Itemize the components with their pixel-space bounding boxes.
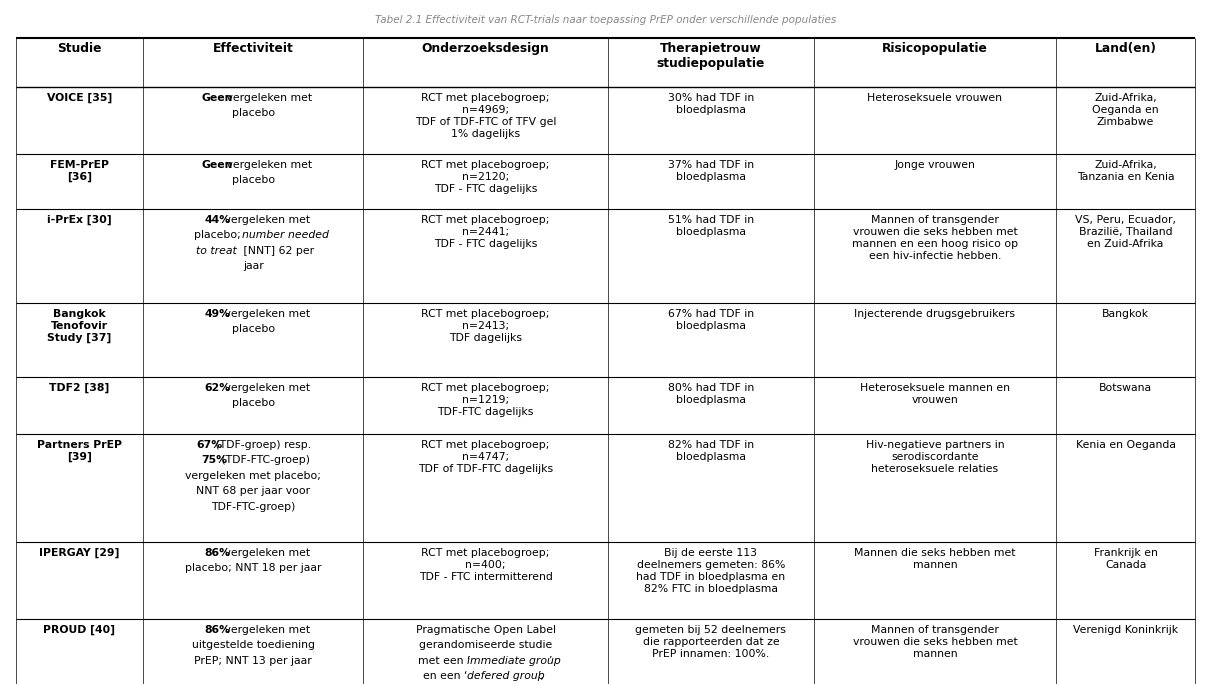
Text: en een ‘: en een ‘ <box>424 672 467 681</box>
Text: 75%: 75% <box>202 455 228 465</box>
Text: (TDF-groep) resp.: (TDF-groep) resp. <box>212 440 311 449</box>
Text: placebo: placebo <box>231 108 275 118</box>
Text: RCT met placebogroep;
n=4969;
TDF of TDF-FTC of TFV gel
1% dagelijks: RCT met placebogroep; n=4969; TDF of TDF… <box>415 93 556 139</box>
Text: to treat: to treat <box>196 246 237 256</box>
Text: Partners PrEP
[39]: Partners PrEP [39] <box>36 440 122 462</box>
Text: vergeleken met: vergeleken met <box>223 93 312 103</box>
Text: Heteroseksuele vrouwen: Heteroseksuele vrouwen <box>867 93 1003 103</box>
Text: placebo: placebo <box>231 324 275 334</box>
Text: RCT met placebogroep;
n=2441;
TDF - FTC dagelijks: RCT met placebogroep; n=2441; TDF - FTC … <box>421 215 550 248</box>
Text: placebo; NNT 18 per jaar: placebo; NNT 18 per jaar <box>185 563 321 573</box>
Text: i-PrEx [30]: i-PrEx [30] <box>47 215 111 225</box>
Text: RCT met placebogroep;
n=2413;
TDF dagelijks: RCT met placebogroep; n=2413; TDF dageli… <box>421 309 550 343</box>
Text: Pragmatische Open Label: Pragmatische Open Label <box>415 625 556 635</box>
Text: vergeleken met: vergeleken met <box>220 383 310 393</box>
Text: PrEP; NNT 13 per jaar: PrEP; NNT 13 per jaar <box>194 656 312 666</box>
Text: Heteroseksuele mannen en
vrouwen: Heteroseksuele mannen en vrouwen <box>860 383 1010 405</box>
Text: 82% had TDF in
bloedplasma: 82% had TDF in bloedplasma <box>667 440 754 462</box>
Text: Mannen of transgender
vrouwen die seks hebben met
mannen: Mannen of transgender vrouwen die seks h… <box>853 625 1017 659</box>
Text: jaar: jaar <box>242 261 264 271</box>
Text: 30% had TDF in
bloedplasma: 30% had TDF in bloedplasma <box>667 93 754 115</box>
Text: RCT met placebogroep;
n=4747;
TDF of TDF-FTC dagelijks: RCT met placebogroep; n=4747; TDF of TDF… <box>418 440 553 473</box>
Text: Geen: Geen <box>202 160 233 170</box>
Text: RCT met placebogroep;
n=2120;
TDF - FTC dagelijks: RCT met placebogroep; n=2120; TDF - FTC … <box>421 160 550 194</box>
Text: Kenia en Oeganda: Kenia en Oeganda <box>1075 440 1176 449</box>
Text: Effectiviteit: Effectiviteit <box>213 42 293 55</box>
Text: 67% had TDF in
bloedplasma: 67% had TDF in bloedplasma <box>667 309 754 331</box>
Text: vergeleken met: vergeleken met <box>220 548 310 557</box>
Text: Bangkok: Bangkok <box>1102 309 1149 319</box>
Text: 86%: 86% <box>205 625 230 635</box>
Text: gemeten bij 52 deelnemers
die rapporteerden dat ze
PrEP innamen: 100%.: gemeten bij 52 deelnemers die rapporteer… <box>636 625 786 659</box>
Text: PROUD [40]: PROUD [40] <box>44 625 115 635</box>
Text: 37% had TDF in
bloedplasma: 37% had TDF in bloedplasma <box>667 160 754 182</box>
Text: immediate group: immediate group <box>466 656 561 666</box>
Text: 51% had TDF in
bloedplasma: 51% had TDF in bloedplasma <box>667 215 754 237</box>
Text: VS, Peru, Ecuador,
Brazilië, Thailand
en Zuid-Afrika: VS, Peru, Ecuador, Brazilië, Thailand en… <box>1075 215 1176 248</box>
Text: [NNT] 62 per: [NNT] 62 per <box>240 246 314 256</box>
Text: Studie: Studie <box>57 42 102 55</box>
Text: Tabel 2.1 Effectiviteit van RCT-trials naar toepassing PrEP onder verschillende : Tabel 2.1 Effectiviteit van RCT-trials n… <box>375 15 836 25</box>
Text: RCT met placebogroep;
n=1219;
TDF-FTC dagelijks: RCT met placebogroep; n=1219; TDF-FTC da… <box>421 383 550 417</box>
Text: Onderzoeksdesign: Onderzoeksdesign <box>421 42 550 55</box>
Text: Zuid-Afrika,
Tanzania en Kenia: Zuid-Afrika, Tanzania en Kenia <box>1077 160 1175 182</box>
Text: FEM-PrEP
[36]: FEM-PrEP [36] <box>50 160 109 182</box>
Text: 67%: 67% <box>196 440 223 449</box>
Text: vergeleken met: vergeleken met <box>220 625 310 635</box>
Text: 49%: 49% <box>205 309 230 319</box>
Text: Risicopopulatie: Risicopopulatie <box>882 42 988 55</box>
Text: ’: ’ <box>547 656 551 666</box>
Text: 62%: 62% <box>205 383 230 393</box>
Text: placebo: placebo <box>231 398 275 408</box>
Text: vergeleken met: vergeleken met <box>220 215 310 224</box>
Text: placebo;: placebo; <box>194 230 243 240</box>
Text: Mannen of transgender
vrouwen die seks hebben met
mannen en een hoog risico op
e: Mannen of transgender vrouwen die seks h… <box>851 215 1018 261</box>
Text: Therapietrouw
studiepopulatie: Therapietrouw studiepopulatie <box>656 42 765 70</box>
Text: NNT 68 per jaar voor: NNT 68 per jaar voor <box>196 486 310 496</box>
Text: 86%: 86% <box>205 548 230 557</box>
Text: 80% had TDF in
bloedplasma: 80% had TDF in bloedplasma <box>667 383 754 405</box>
Text: Jonge vrouwen: Jonge vrouwen <box>895 160 975 170</box>
Text: (TDF-FTC-groep): (TDF-FTC-groep) <box>218 455 310 465</box>
Text: Verenigd Koninkrijk: Verenigd Koninkrijk <box>1073 625 1178 635</box>
Text: TDF2 [38]: TDF2 [38] <box>50 383 109 393</box>
Text: Geen: Geen <box>202 93 233 103</box>
Text: vergeleken met placebo;: vergeleken met placebo; <box>185 471 321 481</box>
Text: VOICE [35]: VOICE [35] <box>47 93 111 103</box>
Text: Mannen die seks hebben met
mannen: Mannen die seks hebben met mannen <box>854 548 1016 570</box>
Text: uitgestelde toediening: uitgestelde toediening <box>191 640 315 650</box>
Text: gerandomiseerde studie: gerandomiseerde studie <box>419 640 552 650</box>
Text: Frankrijk en
Canada: Frankrijk en Canada <box>1094 548 1158 570</box>
Text: vergeleken met: vergeleken met <box>223 160 312 170</box>
Text: number needed: number needed <box>242 230 329 240</box>
Text: met een ‘: met een ‘ <box>418 656 470 666</box>
Text: vergeleken met: vergeleken met <box>220 309 310 319</box>
Text: Bij de eerste 113
deelnemers gemeten: 86%
had TDF in bloedplasma en
82% FTC in b: Bij de eerste 113 deelnemers gemeten: 86… <box>636 548 786 594</box>
Text: placebo: placebo <box>231 175 275 185</box>
Text: Land(en): Land(en) <box>1095 42 1157 55</box>
Text: TDF-FTC-groep): TDF-FTC-groep) <box>211 501 295 512</box>
Text: defered group: defered group <box>466 672 544 681</box>
Text: IPERGAY [29]: IPERGAY [29] <box>39 548 120 558</box>
Text: Hiv-negatieve partners in
serodiscordante
heteroseksuele relaties: Hiv-negatieve partners in serodiscordant… <box>866 440 1004 473</box>
Text: RCT met placebogroep;
n=400;
TDF - FTC intermitterend: RCT met placebogroep; n=400; TDF - FTC i… <box>419 548 552 581</box>
Text: ’;: ’; <box>536 672 544 681</box>
Text: Bangkok
Tenofovir
Study [37]: Bangkok Tenofovir Study [37] <box>47 309 111 343</box>
Text: Zuid-Afrika,
Oeganda en
Zimbabwe: Zuid-Afrika, Oeganda en Zimbabwe <box>1092 93 1159 127</box>
Text: Botswana: Botswana <box>1100 383 1152 393</box>
Text: Injecterende drugsgebruikers: Injecterende drugsgebruikers <box>855 309 1015 319</box>
Text: 44%: 44% <box>205 215 230 224</box>
